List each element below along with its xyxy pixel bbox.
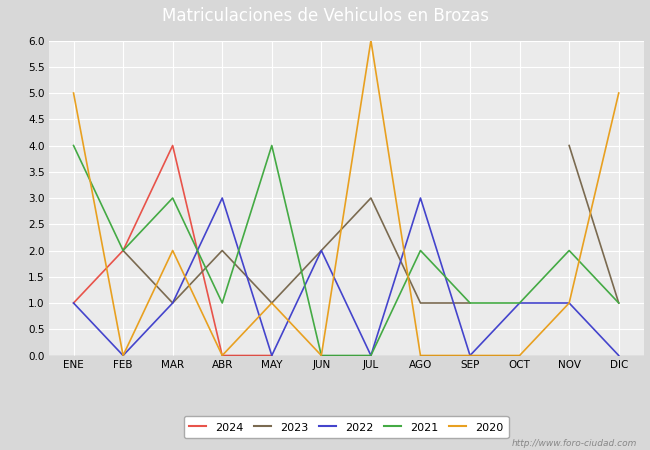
Text: Matriculaciones de Vehiculos en Brozas: Matriculaciones de Vehiculos en Brozas (161, 7, 489, 25)
Text: http://www.foro-ciudad.com: http://www.foro-ciudad.com (512, 439, 637, 448)
Legend: 2024, 2023, 2022, 2021, 2020: 2024, 2023, 2022, 2021, 2020 (184, 416, 508, 438)
